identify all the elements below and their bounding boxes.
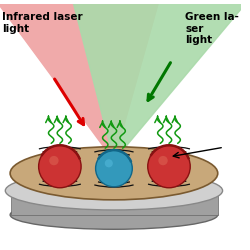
Circle shape [105, 159, 113, 167]
Polygon shape [0, 0, 159, 161]
Ellipse shape [5, 171, 222, 210]
Text: Green la-
ser
light: Green la- ser light [186, 12, 239, 45]
Circle shape [39, 145, 81, 188]
Polygon shape [72, 0, 249, 161]
Polygon shape [10, 191, 218, 215]
Ellipse shape [10, 200, 218, 229]
Ellipse shape [10, 147, 218, 200]
Circle shape [148, 145, 190, 188]
Circle shape [49, 156, 58, 165]
Circle shape [158, 156, 168, 165]
Circle shape [96, 150, 132, 187]
Text: Infrared laser
light: Infrared laser light [2, 12, 82, 34]
